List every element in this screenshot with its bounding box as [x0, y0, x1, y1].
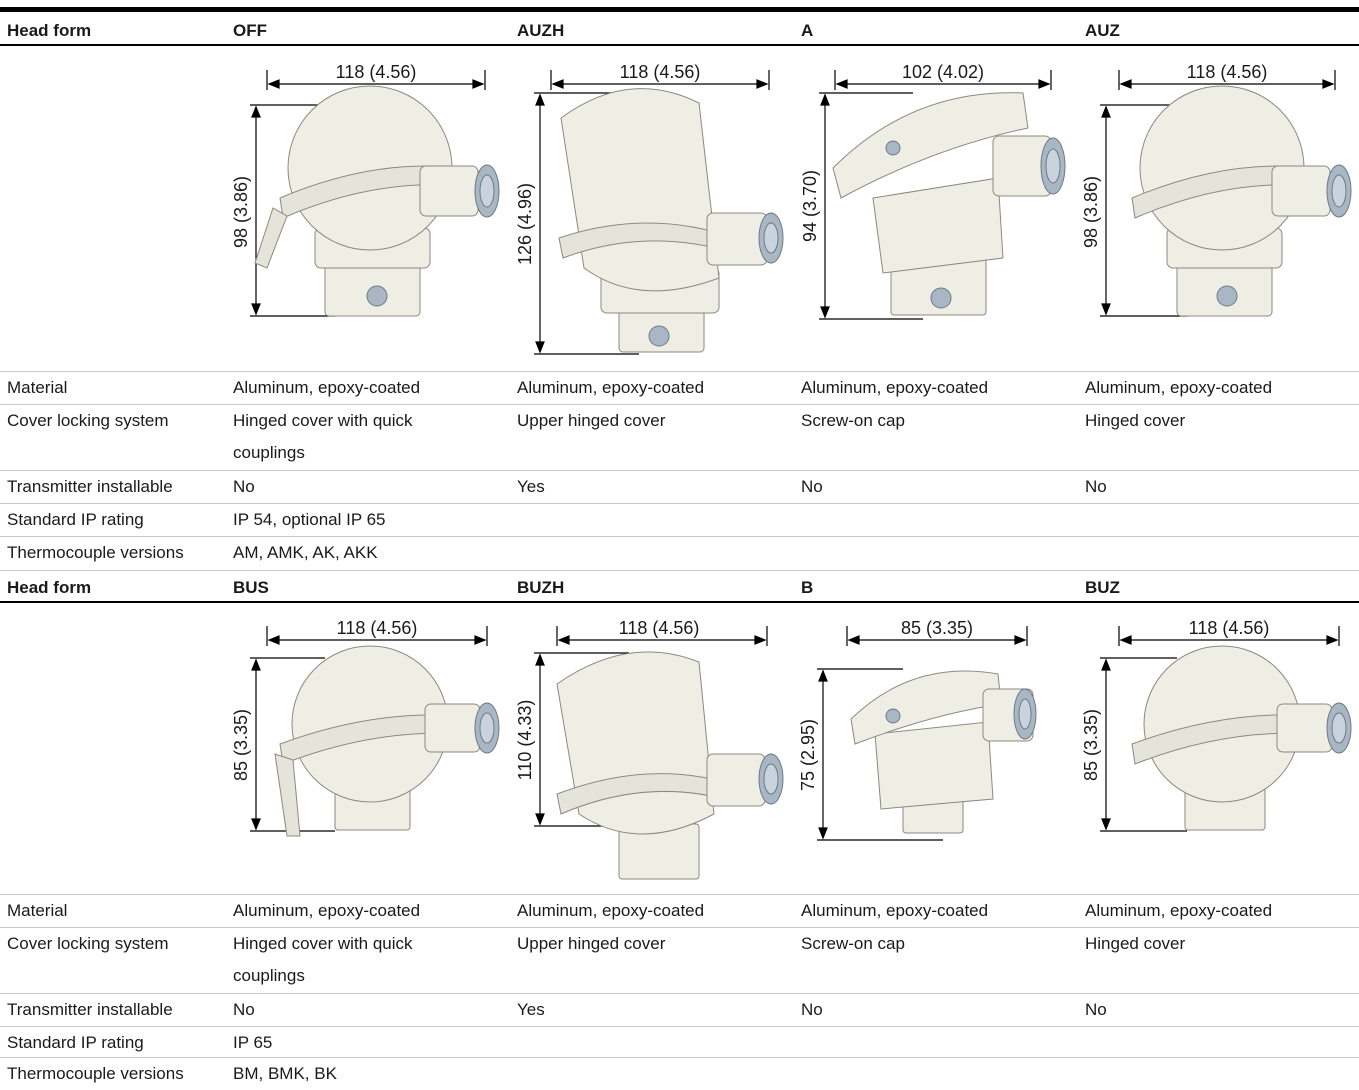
row-label-thermocouple-2: Thermocouple versions: [7, 1064, 184, 1083]
row-label-transmitter: Transmitter installable: [7, 477, 173, 496]
material-auzh: Aluminum, epoxy-coated: [517, 378, 705, 397]
width-dimension-buz: 118 (4.56): [1189, 618, 1270, 638]
row-label-cover: Cover locking system: [7, 411, 169, 430]
height-dimension-bus: 85 (3.35): [231, 709, 251, 781]
height-dimension-auz: 98 (3.86): [1081, 176, 1101, 248]
cover-auz: Hinged cover: [1085, 411, 1186, 430]
cover-off: Hinged cover with quick couplings: [233, 405, 503, 469]
transmitter-auz: No: [1085, 477, 1107, 496]
drawing-row: 118 (4.56) 98 (3.86) 118 (4.56) 126 (4.9…: [0, 48, 1359, 368]
material-off: Aluminum, epoxy-coated: [233, 378, 421, 397]
row-label-ip: Standard IP rating: [7, 510, 144, 529]
material-b: Aluminum, epoxy-coated: [801, 901, 989, 920]
top-rule: [0, 7, 1359, 12]
width-dimension-buzh: 118 (4.56): [619, 618, 700, 638]
material-row-2: Material Aluminum, epoxy-coated Aluminum…: [0, 894, 1359, 928]
material-bus: Aluminum, epoxy-coated: [233, 901, 421, 920]
ip-rating-value: IP 54, optional IP 65: [233, 510, 386, 529]
head-form-label: Head form: [7, 21, 92, 40]
ip-rating-row: Standard IP rating IP 54, optional IP 65: [0, 503, 1359, 537]
head-drawing-bus: 118 (4.56) 85 (3.35): [231, 618, 500, 837]
cover-off-line1: Hinged cover with quick: [233, 411, 413, 430]
height-dimension-buzh: 110 (4.33): [515, 700, 535, 781]
row-label-thermocouple: Thermocouple versions: [7, 543, 184, 562]
head-name-a: A: [801, 21, 814, 40]
head-form-header-row: Head form OFF AUZH A AUZ: [0, 14, 1359, 46]
cover-a: Screw-on cap: [801, 411, 905, 430]
head-name-bus: BUS: [233, 578, 269, 597]
head-name-auz: AUZ: [1085, 21, 1120, 40]
width-dimension-auzh: 118 (4.56): [620, 62, 701, 82]
height-dimension-b: 75 (2.95): [798, 719, 818, 791]
head-name-buzh: BUZH: [517, 578, 565, 597]
head-drawing-auzh: 118 (4.56) 126 (4.96): [515, 62, 784, 355]
thermocouple-value-2: BM, BMK, BK: [233, 1064, 337, 1083]
transmitter-bus: No: [233, 1000, 255, 1019]
head-drawing-a: 102 (4.02) 94 (3.70): [800, 62, 1066, 320]
cover-off-line2: couplings: [233, 443, 305, 462]
thermocouple-row-2: Thermocouple versions BM, BMK, BK: [0, 1057, 1359, 1089]
head-drawing-buz: 118 (4.56) 85 (3.35): [1081, 618, 1352, 832]
ip-rating-value-2: IP 65: [233, 1033, 273, 1052]
height-dimension-auzh: 126 (4.96): [515, 183, 535, 265]
head-name-b: B: [801, 578, 814, 597]
head-form-header-row-2: Head form BUS BUZH B BUZ: [0, 570, 1359, 603]
drawing-row-2: 118 (4.56) 85 (3.35) 118 (4.56) 110 (4.3…: [0, 604, 1359, 894]
thermocouple-row: Thermocouple versions AM, AMK, AK, AKK: [0, 536, 1359, 571]
material-buzh: Aluminum, epoxy-coated: [517, 901, 705, 920]
transmitter-buzh: Yes: [517, 1000, 545, 1019]
width-dimension-bus: 118 (4.56): [337, 618, 418, 638]
transmitter-b: No: [801, 1000, 823, 1019]
head-drawing-off: 118 (4.56) 98 (3.86): [231, 62, 500, 317]
width-dimension-a: 102 (4.02): [902, 62, 984, 82]
transmitter-row: Transmitter installable No Yes No No: [0, 470, 1359, 504]
head-drawing-auz: 118 (4.56) 98 (3.86): [1081, 62, 1352, 317]
height-dimension-a: 94 (3.70): [800, 170, 820, 242]
transmitter-auzh: Yes: [517, 477, 545, 496]
width-dimension-auz: 118 (4.56): [1187, 62, 1268, 82]
width-dimension-off: 118 (4.56): [336, 62, 417, 82]
row-label-material: Material: [7, 378, 68, 397]
material-a: Aluminum, epoxy-coated: [801, 378, 989, 397]
material-buz: Aluminum, epoxy-coated: [1085, 901, 1273, 920]
cover-buzh: Upper hinged cover: [517, 934, 666, 953]
material-auz: Aluminum, epoxy-coated: [1085, 378, 1273, 397]
row-label-material-2: Material: [7, 901, 68, 920]
head-form-label-2: Head form: [7, 578, 92, 597]
head-drawing-b: 85 (3.35) 75 (2.95): [798, 618, 1037, 841]
ip-rating-row-2: Standard IP rating IP 65: [0, 1026, 1359, 1058]
material-row: Material Aluminum, epoxy-coated Aluminum…: [0, 371, 1359, 405]
head-drawing-buzh: 118 (4.56) 110 (4.33): [515, 618, 784, 880]
height-dimension-buz: 85 (3.35): [1081, 709, 1101, 781]
head-name-auzh: AUZH: [517, 21, 565, 40]
cover-bus: Hinged cover with quick couplings: [233, 928, 503, 992]
thermocouple-value: AM, AMK, AK, AKK: [233, 543, 378, 562]
transmitter-off: No: [233, 477, 255, 496]
head-name-off: OFF: [233, 21, 267, 40]
height-dimension-off: 98 (3.86): [231, 176, 251, 248]
cover-bus-line1: Hinged cover with quick: [233, 934, 413, 953]
cover-row-2: Cover locking system Hinged cover with q…: [0, 927, 1359, 994]
head-name-buz: BUZ: [1085, 578, 1120, 597]
transmitter-a: No: [801, 477, 823, 496]
cover-auzh: Upper hinged cover: [517, 411, 666, 430]
width-dimension-b: 85 (3.35): [901, 618, 973, 638]
row-label-ip-2: Standard IP rating: [7, 1033, 144, 1052]
cover-b: Screw-on cap: [801, 934, 905, 953]
transmitter-row-2: Transmitter installable No Yes No No: [0, 993, 1359, 1027]
transmitter-buz: No: [1085, 1000, 1107, 1019]
cover-row: Cover locking system Hinged cover with q…: [0, 404, 1359, 471]
cover-bus-line2: couplings: [233, 966, 305, 985]
cover-buz: Hinged cover: [1085, 934, 1186, 953]
row-label-transmitter-2: Transmitter installable: [7, 1000, 173, 1019]
row-label-cover-2: Cover locking system: [7, 934, 169, 953]
